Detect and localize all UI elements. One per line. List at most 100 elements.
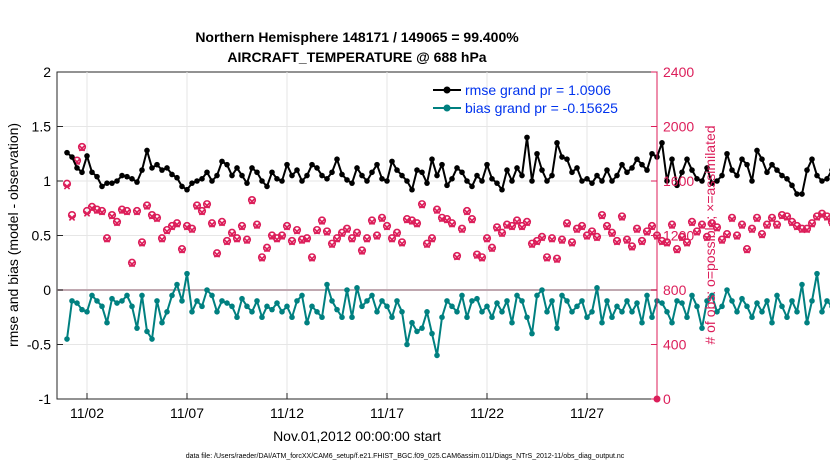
- rmse-point: [769, 161, 775, 168]
- bias-point: [334, 306, 340, 313]
- possible-obs-marker: [567, 238, 577, 247]
- bias-point: [749, 314, 755, 321]
- assimilated-obs-marker: [308, 255, 316, 262]
- rmse-point: [349, 180, 355, 186]
- possible-obs-marker: [317, 216, 327, 225]
- possible-obs-marker: [682, 238, 692, 247]
- possible-obs-marker: [142, 201, 152, 210]
- series-lines: [64, 134, 830, 359]
- bias-point: [639, 319, 645, 326]
- bias-point: [534, 292, 540, 299]
- possible-obs-marker: [332, 234, 342, 243]
- possible-obs-marker: [442, 215, 452, 224]
- rmse-point: [439, 161, 445, 168]
- bias-point: [259, 314, 265, 321]
- rmse-point: [689, 167, 695, 173]
- bias-point: [519, 298, 525, 304]
- rmse-point: [564, 156, 570, 162]
- rmse-point: [724, 150, 730, 157]
- rmse-point: [64, 149, 70, 156]
- assimilated-obs-marker: [723, 232, 731, 239]
- bias-point: [119, 298, 125, 304]
- possible-obs-marker: [257, 253, 267, 262]
- possible-obs-marker: [512, 216, 522, 225]
- bias-point: [724, 287, 730, 293]
- assimilated-obs-marker: [163, 228, 171, 235]
- assimilated-obs-marker: [698, 222, 706, 230]
- bias-point: [564, 298, 570, 304]
- bias-point: [444, 298, 450, 304]
- possible-obs-marker: [307, 253, 317, 262]
- rmse-point: [344, 177, 350, 183]
- bias-point: [769, 319, 775, 326]
- assimilated-obs-marker: [283, 224, 291, 231]
- y-left-tick-label: 2: [43, 64, 51, 80]
- rmse-point: [124, 173, 130, 180]
- bias-point: [414, 328, 420, 335]
- bias-point: [304, 319, 310, 326]
- assimilated-obs-marker: [398, 240, 406, 247]
- rmse-point: [614, 172, 620, 179]
- assimilated-obs-marker: [188, 226, 196, 234]
- rmse-point: [674, 182, 680, 189]
- rmse-point: [379, 176, 385, 182]
- assimilated-obs-marker: [293, 228, 301, 235]
- y-left-tick-label: -0.5: [27, 337, 51, 353]
- bias-point: [774, 292, 780, 299]
- assimilated-obs-marker: [143, 203, 151, 211]
- rmse-point: [114, 178, 120, 184]
- rmse-point: [254, 169, 260, 176]
- rmse-point: [694, 176, 700, 182]
- assimilated-obs-marker: [743, 247, 751, 254]
- assimilated-obs-marker: [403, 217, 411, 224]
- possible-obs-marker: [112, 217, 122, 226]
- bias-point: [609, 314, 615, 321]
- possible-obs-marker: [627, 242, 637, 251]
- bias-point: [184, 270, 190, 277]
- assimilated-obs-marker: [568, 240, 576, 247]
- possible-obs-marker: [262, 243, 272, 252]
- assimilated-obs-marker: [333, 236, 341, 243]
- rmse-point: [144, 147, 150, 154]
- bias-point: [759, 309, 765, 315]
- assimilated-obs-marker: [668, 222, 676, 230]
- possible-obs-marker: [827, 218, 830, 226]
- rmse-point: [434, 172, 440, 179]
- bias-point: [434, 352, 440, 359]
- bias-point: [164, 309, 170, 315]
- bias-point: [794, 309, 800, 315]
- rmse-point: [489, 176, 495, 182]
- rmse-point: [304, 172, 310, 179]
- rmse-point: [179, 183, 185, 190]
- assimilated-obs-marker: [183, 224, 191, 231]
- possible-obs-marker: [667, 220, 677, 229]
- rmse-point: [289, 172, 295, 179]
- bias-point: [169, 292, 175, 299]
- rmse-point: [244, 180, 250, 186]
- rmse-point: [149, 165, 155, 171]
- bias-point: [704, 298, 710, 304]
- possible-obs-marker: [762, 220, 772, 229]
- bias-point: [809, 298, 815, 304]
- chart-title-line1: Northern Hemisphere 148171 / 149065 = 99…: [195, 29, 519, 45]
- assimilated-obs-marker: [823, 214, 830, 221]
- rmse-point: [754, 147, 760, 154]
- assimilated-obs-marker: [718, 237, 726, 245]
- assimilated-obs-marker: [483, 236, 491, 243]
- rmse-point: [429, 156, 435, 162]
- assimilated-obs-marker: [703, 235, 711, 242]
- assimilated-obs-marker: [528, 241, 536, 249]
- possible-obs-marker: [202, 200, 212, 209]
- bias-point: [499, 309, 505, 315]
- bias-point: [209, 292, 215, 299]
- assimilated-obs-marker: [683, 240, 691, 247]
- bias-point: [199, 303, 205, 310]
- bias-point: [224, 300, 230, 306]
- possible-obs-marker: [547, 234, 557, 243]
- possible-obs-marker: [587, 227, 597, 236]
- assimilated-obs-marker: [428, 236, 436, 243]
- bias-point: [684, 314, 690, 321]
- possible-obs-marker: [242, 235, 252, 244]
- rmse-point: [94, 173, 100, 180]
- assimilated-obs-marker: [523, 220, 531, 227]
